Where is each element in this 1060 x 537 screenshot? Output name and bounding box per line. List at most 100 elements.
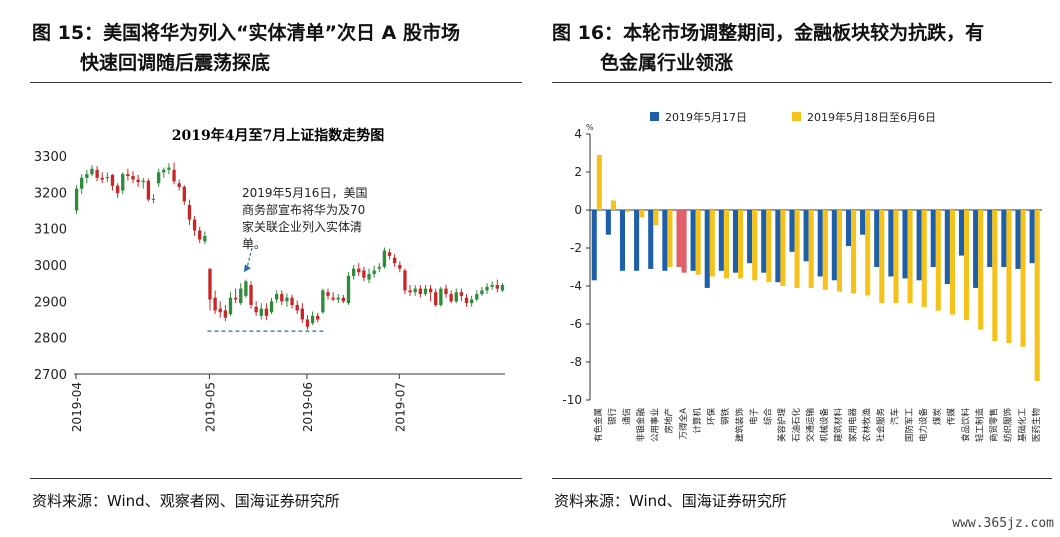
bar-series-2 [695, 210, 701, 275]
x-tick-label: 2019-04 [70, 382, 84, 432]
legend-swatch-series-2 [792, 112, 801, 121]
bar-series-2 [766, 210, 772, 283]
candle-body [126, 174, 130, 176]
candle-body [377, 266, 381, 269]
candle-body [85, 174, 89, 178]
candle-body [182, 186, 186, 202]
x-tick-label: 2019-06 [301, 382, 315, 432]
candle-body [208, 268, 212, 300]
candle-body [177, 183, 181, 187]
watermark: www.365jz.com [952, 516, 1054, 531]
y-tick-label: -6 [570, 317, 582, 331]
annotation-text-line: 单。 [242, 237, 266, 251]
bar-series-1 [888, 210, 894, 277]
category-label: 建筑装饰 [734, 408, 745, 443]
candle-body [357, 268, 361, 273]
candle-body [141, 180, 145, 183]
bar-series-1 [718, 210, 724, 271]
y-tick-label: -4 [570, 279, 582, 293]
bar-series-1 [690, 210, 696, 271]
bar-series-1 [704, 210, 710, 288]
x-tick-label: 2019-05 [203, 382, 217, 432]
figure-15-label: 图 15： [32, 22, 104, 44]
left-top-rule [30, 82, 522, 83]
bar-series-1 [662, 210, 668, 271]
candle-body [115, 185, 120, 194]
candle-body [244, 281, 248, 296]
bar-series-2 [723, 210, 729, 279]
figure-15-title: 图 15：美国将华为列入“实体清单”次日 A 股市场 快速回调随后震荡探底 [32, 18, 522, 78]
bar-series-1 [874, 210, 880, 267]
y-tick-label: 0 [574, 203, 582, 217]
right-top-rule [552, 82, 1052, 83]
candle-body [305, 319, 310, 327]
bar-series-1 [648, 210, 654, 269]
candle-body [367, 274, 371, 280]
candle-body [167, 167, 171, 170]
candle-body [275, 294, 279, 300]
candle-body [100, 177, 104, 180]
bar-series-2 [978, 210, 984, 330]
candle-body [223, 310, 228, 318]
candle-body [269, 301, 274, 313]
category-label: 万得全A [678, 408, 689, 440]
bar-series-1 [747, 210, 753, 264]
bar-series-1 [958, 210, 965, 256]
candle-body [146, 180, 151, 200]
candle-body [444, 288, 448, 295]
candle-body [74, 188, 79, 211]
left-bottom-rule [30, 478, 522, 479]
bar-series-2 [681, 210, 687, 273]
category-label: 综合 [763, 408, 774, 426]
candle-body [480, 290, 484, 295]
candle-body [280, 294, 284, 302]
y-tick-label: -2 [570, 241, 582, 255]
candle-body [233, 297, 238, 300]
bar-series-1 [732, 210, 739, 273]
bar-series-2 [1020, 210, 1026, 347]
candle-body [439, 288, 443, 305]
sector-returns-bar-chart: 2019年5月17日 2019年5月18日至6月6日 4 2 0 -2 -4 -6 -8 -10… [562, 110, 1042, 443]
candle-body [228, 297, 233, 315]
y-tick-label: -10 [562, 393, 582, 407]
candle-body [192, 219, 197, 231]
bar-series-1 [1029, 210, 1035, 264]
y-tick-label: 3200 [34, 186, 67, 201]
bar-series-2 [907, 210, 913, 304]
candle-body [80, 177, 84, 189]
bar-series-2 [709, 210, 715, 277]
bar-series-1 [1015, 210, 1021, 269]
category-label: 钢铁 [720, 408, 731, 426]
candle-body [341, 297, 346, 302]
bar-series-1 [902, 210, 908, 279]
category-label: 轻工制造 [974, 408, 985, 443]
candle-body [434, 292, 438, 305]
annotation-text-line: 商务部宣布将华为及70 [242, 202, 365, 217]
candle-body [500, 284, 505, 291]
category-label: 农林牧渔 [861, 408, 872, 443]
candle-body [316, 315, 320, 320]
candle-body [346, 275, 351, 304]
bar-series-1 [761, 210, 767, 273]
bar-series-2 [639, 210, 645, 218]
candle-body [418, 288, 423, 295]
annotation-arrowhead [243, 264, 251, 273]
bar-series-2 [667, 210, 673, 267]
figure-15-source: 资料来源：Wind、观察者网、国海证券研究所 [32, 492, 340, 510]
bar-series-2 [1034, 210, 1040, 381]
bar-series-2 [865, 210, 871, 296]
category-label: 公用事业 [650, 408, 661, 442]
candle-body [351, 268, 356, 276]
candle-body [362, 270, 366, 278]
bar-series-2 [921, 210, 927, 307]
candlestick-y-axis: 3300 3200 3100 3000 2900 2800 2700 [34, 150, 505, 383]
candle-body [331, 297, 335, 300]
x-tick-label: 2019-07 [393, 382, 407, 432]
candle-body [495, 284, 499, 289]
bar-series-2 [964, 210, 970, 321]
bar-series-1 [1001, 210, 1007, 267]
y-tick-label: 2 [574, 165, 582, 179]
legend-label-series-2: 2019年5月18日至6月6日 [807, 110, 936, 124]
bar-series-2 [653, 210, 659, 226]
candlestick-title: 2019年4月至7月上证指数走势图 [172, 127, 384, 144]
